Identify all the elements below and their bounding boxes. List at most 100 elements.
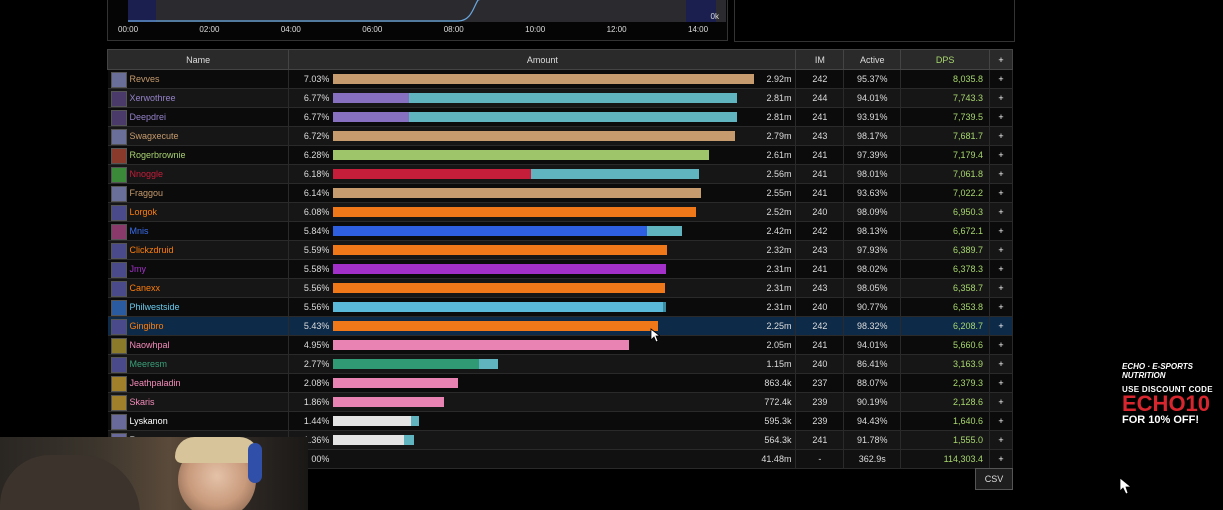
- table-row[interactable]: Mnis 5.84% 2.42m 242 98.13% 6,672.1 +: [107, 221, 1013, 241]
- row-add-button[interactable]: +: [989, 126, 1013, 146]
- table-row[interactable]: Meeresm 2.77% 1.15m 240 86.41% 3,163.9 +: [107, 354, 1013, 374]
- row-add-button[interactable]: +: [989, 69, 1013, 89]
- active-value: 98.32%: [843, 316, 902, 336]
- active-value: 94.43%: [843, 411, 902, 431]
- table-row[interactable]: Nnoggle 6.18% 2.56m 241 98.01% 7,061.8 +: [107, 164, 1013, 184]
- player-name[interactable]: Lorgok: [129, 207, 158, 217]
- row-add-button[interactable]: +: [989, 430, 1013, 450]
- player-name[interactable]: Meeresm: [129, 359, 168, 369]
- player-name-cell[interactable]: Fraggou: [107, 183, 290, 203]
- player-name[interactable]: Gingibro: [129, 321, 164, 331]
- table-row[interactable]: Revves 7.03% 2.92m 242 95.37% 8,035.8 +: [107, 69, 1013, 89]
- row-add-button[interactable]: +: [989, 88, 1013, 108]
- player-name-cell[interactable]: Nnoggle: [107, 164, 290, 184]
- player-name-cell[interactable]: Canexx: [107, 278, 290, 298]
- row-add-button[interactable]: +: [989, 183, 1013, 203]
- player-name[interactable]: Philwestside: [129, 302, 180, 312]
- webcam-person-left: [0, 455, 140, 510]
- player-name-cell[interactable]: Lyskanon: [107, 411, 290, 431]
- active-value: 86.41%: [843, 354, 902, 374]
- header-add-column-button[interactable]: +: [989, 49, 1013, 70]
- player-name[interactable]: Swagxecute: [129, 131, 179, 141]
- damage-amount: 2.31m: [766, 264, 792, 274]
- player-name[interactable]: Canexx: [129, 283, 161, 293]
- im-value: 241: [795, 164, 845, 184]
- player-name[interactable]: Jmy: [129, 264, 147, 274]
- total-add-button[interactable]: +: [989, 449, 1013, 469]
- damage-amount: 2.42m: [766, 226, 792, 236]
- player-name-cell[interactable]: Rogerbrownie: [107, 145, 290, 165]
- table-row[interactable]: Jmy 5.58% 2.31m 241 98.02% 6,378.3 +: [107, 259, 1013, 279]
- header-name[interactable]: Name: [106, 49, 290, 70]
- player-name-cell[interactable]: Mnis: [107, 221, 290, 241]
- table-row[interactable]: Rogerbrownie 6.28% 2.61m 241 97.39% 7,179.4 +: [107, 145, 1013, 165]
- player-name[interactable]: Rogerbrownie: [129, 150, 186, 160]
- row-add-button[interactable]: +: [989, 316, 1013, 336]
- player-name-cell[interactable]: Naowhpal: [107, 335, 290, 355]
- table-row[interactable]: Naowhpal 4.95% 2.05m 241 94.01% 5,660.6 +: [107, 335, 1013, 355]
- row-add-button[interactable]: +: [989, 107, 1013, 127]
- amount-cell: 2.08% 863.4k: [288, 373, 797, 393]
- player-name[interactable]: Xerwothree: [129, 93, 176, 103]
- table-row[interactable]: Skaris 1.86% 772.4k 239 90.19% 2,128.6 +: [107, 392, 1013, 412]
- player-name[interactable]: Clickzdruid: [129, 245, 174, 255]
- table-row[interactable]: Gingibro 5.43% 2.25m 242 98.32% 6,208.7 +: [107, 316, 1013, 336]
- player-name[interactable]: Naowhpal: [129, 340, 170, 350]
- row-add-button[interactable]: +: [989, 354, 1013, 374]
- row-add-button[interactable]: +: [989, 335, 1013, 355]
- player-name-cell[interactable]: Gingibro: [107, 316, 290, 336]
- player-name[interactable]: Revves: [129, 74, 160, 84]
- table-row[interactable]: Swagxecute 6.72% 2.79m 243 98.17% 7,681.7 +: [107, 126, 1013, 146]
- header-amount[interactable]: Amount: [288, 49, 797, 70]
- row-add-button[interactable]: +: [989, 297, 1013, 317]
- header-im[interactable]: IM: [795, 49, 845, 70]
- player-name-cell[interactable]: Philwestside: [107, 297, 290, 317]
- player-name-cell[interactable]: Xerwothree: [107, 88, 290, 108]
- player-name[interactable]: Deepdrei: [129, 112, 167, 122]
- player-name-cell[interactable]: Meeresm: [107, 354, 290, 374]
- csv-export-button[interactable]: CSV: [975, 468, 1013, 490]
- player-name[interactable]: Fraggou: [129, 188, 164, 198]
- player-name[interactable]: Lyskanon: [129, 416, 168, 426]
- row-add-button[interactable]: +: [989, 411, 1013, 431]
- damage-bar-segment: [333, 435, 405, 445]
- player-name-cell[interactable]: Lorgok: [107, 202, 290, 222]
- player-name[interactable]: Jeathpaladin: [129, 378, 181, 388]
- damage-bar-segment: [531, 169, 700, 179]
- row-add-button[interactable]: +: [989, 373, 1013, 393]
- damage-bar-segment: [333, 169, 532, 179]
- row-add-button[interactable]: +: [989, 240, 1013, 260]
- player-name[interactable]: Mnis: [129, 226, 149, 236]
- row-add-button[interactable]: +: [989, 221, 1013, 241]
- player-name-cell[interactable]: Revves: [107, 69, 290, 89]
- table-row[interactable]: Fraggou 6.14% 2.55m 241 93.63% 7,022.2 +: [107, 183, 1013, 203]
- header-dps[interactable]: DPS: [900, 49, 991, 70]
- table-row[interactable]: Clickzdruid 5.59% 2.32m 243 97.93% 6,389.7 +: [107, 240, 1013, 260]
- table-row[interactable]: Canexx 5.56% 2.31m 243 98.05% 6,358.7 +: [107, 278, 1013, 298]
- class-spec-icon: [110, 357, 127, 373]
- row-add-button[interactable]: +: [989, 278, 1013, 298]
- table-row[interactable]: Philwestside 5.56% 2.31m 240 90.77% 6,353.8 +: [107, 297, 1013, 317]
- active-value: 98.13%: [843, 221, 902, 241]
- table-row[interactable]: Jeathpaladin 2.08% 863.4k 237 88.07% 2,379.3 +: [107, 373, 1013, 393]
- player-name-cell[interactable]: Jmy: [107, 259, 290, 279]
- player-name-cell[interactable]: Clickzdruid: [107, 240, 290, 260]
- player-name[interactable]: Skaris: [129, 397, 155, 407]
- player-name-cell[interactable]: Skaris: [107, 392, 290, 412]
- table-row[interactable]: Deepdrei 6.77% 2.81m 241 93.91% 7,739.5 +: [107, 107, 1013, 127]
- row-add-button[interactable]: +: [989, 164, 1013, 184]
- player-name[interactable]: Nnoggle: [129, 169, 164, 179]
- player-name-cell[interactable]: Swagxecute: [107, 126, 290, 146]
- table-row[interactable]: Lorgok 6.08% 2.52m 240 98.09% 6,950.3 +: [107, 202, 1013, 222]
- row-add-button[interactable]: +: [989, 145, 1013, 165]
- table-row[interactable]: Lyskanon 1.44% 595.3k 239 94.43% 1,640.6 +: [107, 411, 1013, 431]
- sponsor-logo: ECHO · E-SPORTS NUTRITION: [1122, 362, 1193, 380]
- player-name-cell[interactable]: Jeathpaladin: [107, 373, 290, 393]
- damage-amount: 2.61m: [766, 150, 792, 160]
- table-row[interactable]: Xerwothree 6.77% 2.81m 244 94.01% 7,743.3 +: [107, 88, 1013, 108]
- row-add-button[interactable]: +: [989, 259, 1013, 279]
- row-add-button[interactable]: +: [989, 202, 1013, 222]
- player-name-cell[interactable]: Deepdrei: [107, 107, 290, 127]
- row-add-button[interactable]: +: [989, 392, 1013, 412]
- header-active[interactable]: Active: [843, 49, 902, 70]
